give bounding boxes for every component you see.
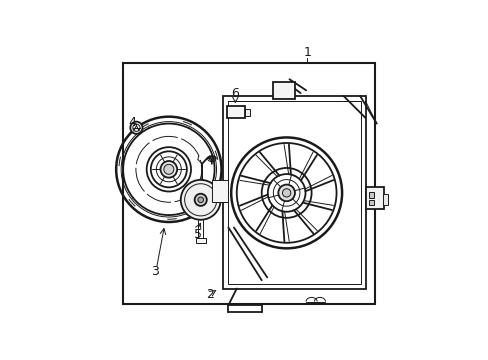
Text: 3: 3 xyxy=(151,265,159,278)
Bar xyxy=(368,200,373,205)
Text: 4: 4 xyxy=(129,116,137,129)
Bar xyxy=(211,180,228,202)
Bar xyxy=(226,107,244,118)
Circle shape xyxy=(282,189,290,197)
Circle shape xyxy=(181,180,220,220)
Bar xyxy=(382,194,387,205)
Bar xyxy=(368,192,373,198)
Text: 2: 2 xyxy=(206,288,214,301)
FancyBboxPatch shape xyxy=(366,186,383,209)
Circle shape xyxy=(160,161,177,177)
Bar xyxy=(223,96,365,288)
Bar xyxy=(272,82,294,99)
Circle shape xyxy=(278,185,294,201)
Text: 6: 6 xyxy=(231,87,239,100)
Bar xyxy=(195,238,205,243)
Text: 1: 1 xyxy=(303,46,311,59)
Circle shape xyxy=(130,122,142,134)
Circle shape xyxy=(194,194,206,206)
Circle shape xyxy=(198,197,203,203)
Bar xyxy=(227,101,360,284)
Bar xyxy=(244,109,249,116)
Circle shape xyxy=(163,164,173,174)
Bar xyxy=(123,63,375,304)
Text: 5: 5 xyxy=(194,228,202,241)
